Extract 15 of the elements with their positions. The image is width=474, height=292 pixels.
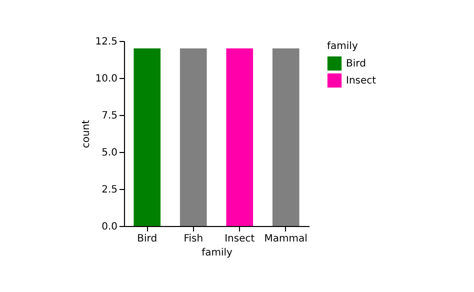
x-tick-label: Insect: [224, 234, 255, 244]
x-tick-label: Mammal: [264, 234, 308, 244]
y-tick-label: 12.5: [95, 36, 118, 48]
y-tick-label: 10.0: [95, 74, 118, 84]
x-axis-title: family: [202, 248, 233, 258]
y-tick-label: 5.0: [102, 148, 118, 158]
legend-label: Bird: [346, 58, 366, 70]
y-tick-label: 2.5: [102, 184, 118, 196]
x-tick-label: Fish: [184, 234, 204, 244]
y-tick-label: 0.0: [102, 222, 118, 232]
y-tick-label: 7.5: [102, 110, 118, 122]
x-tick-label: Bird: [137, 234, 158, 244]
y-axis-title: count: [81, 120, 92, 148]
legend-label: Insect: [346, 76, 376, 86]
legend-title: family: [327, 41, 358, 52]
